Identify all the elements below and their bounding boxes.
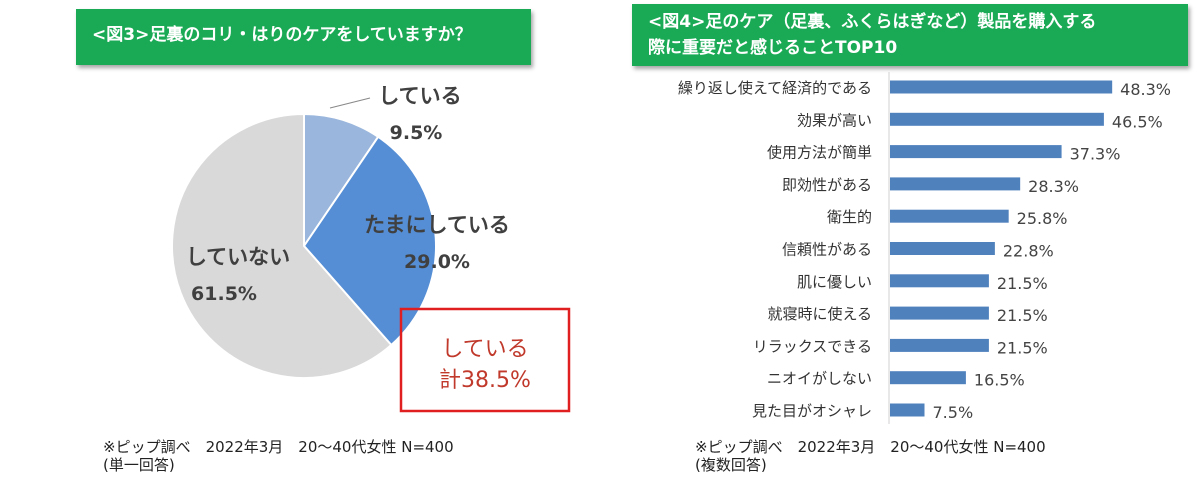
bar <box>890 306 989 320</box>
left-chart-title: <図3>足裏のコリ・はりのケアをしていますか？ <box>76 9 531 65</box>
bar <box>890 177 1021 191</box>
pie-value-label: 9.5% <box>390 122 443 144</box>
right-answer-type: (複数回答) <box>695 456 767 474</box>
pie-value-label: 29.0% <box>404 251 470 273</box>
pie-value-label: 61.5% <box>191 283 257 305</box>
bar <box>890 274 989 288</box>
bar <box>890 242 995 255</box>
pie-slice-label: していない <box>186 245 290 269</box>
callout-line <box>329 97 371 109</box>
total-box-value: 計38.5% <box>439 368 531 393</box>
bar-category-label: 信頼性がある <box>782 241 872 259</box>
right-title-line2: 際に重要だと感じることTOP10 <box>648 38 898 58</box>
bar-value-label: 37.3% <box>1070 145 1121 164</box>
pie-slice <box>303 112 380 250</box>
bar-chart: 繰り返し使えて経済的である 48.3% 効果が高い 46.5% 使用方法が簡単 37.3%… <box>678 72 1171 424</box>
bar-category-label: 肌に優しい <box>797 273 872 291</box>
bar-category-label: 衛生的 <box>827 208 872 226</box>
bar-category-label: 繰り返し使えて経済的である <box>678 79 872 97</box>
bar <box>890 80 1113 94</box>
bar <box>890 112 1104 126</box>
left-source-line: ※ピップ調べ 2022年3月 20～40代女性 N=400 <box>103 438 454 456</box>
right-source-note: ※ピップ調べ 2022年3月 20～40代女性 N=400 (複数回答) <box>695 438 1046 474</box>
bar <box>890 371 966 385</box>
total-box-label: している <box>441 337 528 362</box>
right-title-line1: <図4>足のケア（足裏、ふくらはぎなど）製品を購入する <box>648 12 1097 32</box>
bar-category-label: 就寝時に使える <box>767 305 872 323</box>
bar-value-label: 21.5% <box>997 274 1048 293</box>
left-answer-type: (単一回答) <box>103 456 175 474</box>
bar-value-label: 21.5% <box>997 338 1048 357</box>
bar <box>890 145 1062 159</box>
bar <box>890 403 925 417</box>
bar-value-label: 21.5% <box>997 306 1048 325</box>
bar-category-label: 効果が高い <box>797 111 872 129</box>
bar-value-label: 48.3% <box>1120 80 1171 99</box>
bar <box>890 209 1009 223</box>
left-source-note: ※ピップ調べ 2022年3月 20～40代女性 N=400 (単一回答) <box>103 438 454 474</box>
bar-category-label: 使用方法が簡単 <box>767 144 872 162</box>
bar-value-label: 16.5% <box>974 371 1025 390</box>
right-source-line: ※ピップ調べ 2022年3月 20～40代女性 N=400 <box>695 438 1046 456</box>
bar-category-label: 即効性がある <box>782 176 872 194</box>
right-figure: <図4>足のケア（足裏、ふくらはぎなど）製品を購入する 際に重要だと感じることT… <box>600 0 1200 489</box>
pie-slice <box>302 135 437 347</box>
total-box <box>399 307 571 413</box>
bar-category-label: リラックスできる <box>753 337 872 355</box>
bar-category-label: ニオイがしない <box>767 370 872 388</box>
pie-slice-label: している <box>378 84 461 108</box>
bar-value-label: 25.8% <box>1017 209 1068 228</box>
pie-chart: している 9.5% たまにしている 29.0% していない 61.5% している 計38.… <box>171 84 571 413</box>
left-figure: <図3>足裏のコリ・はりのケアをしていますか？ している 9.5% たまにしている 2… <box>76 9 571 474</box>
pie-slice-label: たまにしている <box>364 213 510 237</box>
bar-value-label: 28.3% <box>1028 177 1079 196</box>
bar-value-label: 22.8% <box>1003 242 1054 261</box>
pie-slice <box>171 112 393 379</box>
bar-value-label: 7.5% <box>933 403 974 422</box>
bar-category-label: 見た目がオシャレ <box>752 402 872 420</box>
bar-value-label: 46.5% <box>1112 112 1163 131</box>
bar <box>890 338 989 352</box>
right-chart-title: <図4>足のケア（足裏、ふくらはぎなど）製品を購入する 際に重要だと感じることT… <box>632 4 1188 66</box>
